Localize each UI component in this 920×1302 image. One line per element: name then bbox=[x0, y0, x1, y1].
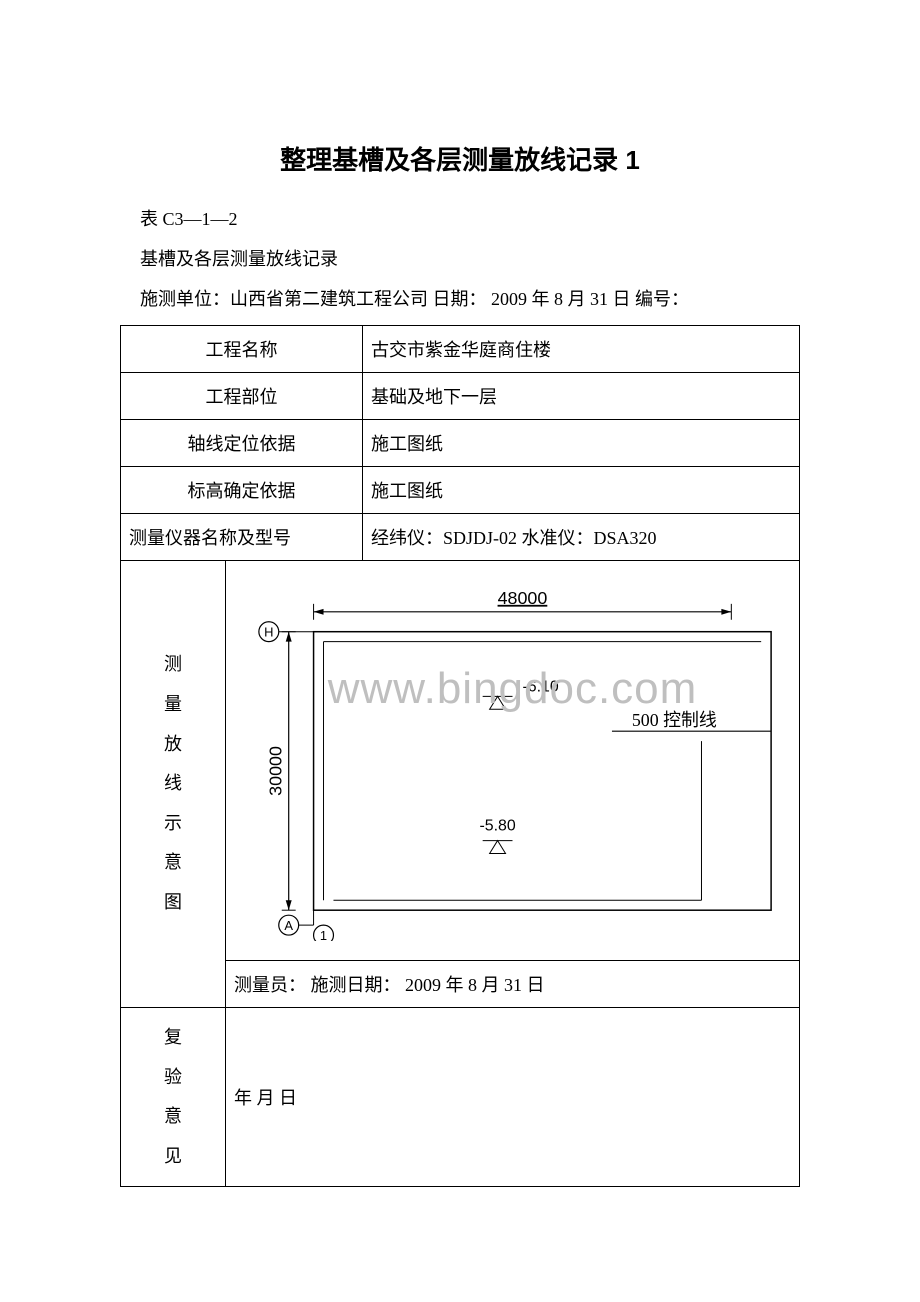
table-code: 表 C3—1—2 bbox=[120, 205, 800, 231]
diagram-label: 测 量 放 线 示 意 图 bbox=[121, 561, 226, 1008]
project-name-label: 工程名称 bbox=[121, 326, 363, 373]
record-table: 工程名称 古交市紫金华庭商住楼 工程部位 基础及地下一层 轴线定位依据 施工图纸… bbox=[120, 325, 800, 1187]
project-part-value: 基础及地下一层 bbox=[363, 373, 800, 420]
review-value: 年 月 日 bbox=[226, 1008, 800, 1187]
table-row: 轴线定位依据 施工图纸 bbox=[121, 420, 800, 467]
table-row: 测 量 放 线 示 意 图 www.bingdoc.com 48000 bbox=[121, 561, 800, 961]
control-line-text: 500 控制线 bbox=[632, 710, 717, 730]
info-line: 施测单位：山西省第二建筑工程公司 日期： 2009 年 8 月 31 日 编号： bbox=[120, 285, 800, 311]
marker-a: A bbox=[284, 918, 293, 933]
instrument-label: 测量仪器名称及型号 bbox=[121, 514, 363, 561]
elev-basis-label: 标高确定依据 bbox=[121, 467, 363, 514]
elev-lower: -5.80 bbox=[479, 817, 515, 834]
table-row: 标高确定依据 施工图纸 bbox=[121, 467, 800, 514]
top-dim-text: 48000 bbox=[498, 587, 548, 607]
axis-basis-value: 施工图纸 bbox=[363, 420, 800, 467]
table-row: 工程部位 基础及地下一层 bbox=[121, 373, 800, 420]
project-part-label: 工程部位 bbox=[121, 373, 363, 420]
marker-h: H bbox=[264, 624, 273, 639]
surveyor-line: 测量员： 施测日期： 2009 年 8 月 31 日 bbox=[226, 961, 800, 1008]
diagram-cell: www.bingdoc.com 48000 bbox=[226, 561, 800, 961]
elev-basis-value: 施工图纸 bbox=[363, 467, 800, 514]
diagram-svg: 48000 30000 H bbox=[234, 581, 791, 941]
review-label: 复 验 意 见 bbox=[121, 1008, 226, 1187]
record-name: 基槽及各层测量放线记录 bbox=[120, 245, 800, 271]
marker-1: 1 bbox=[320, 928, 327, 941]
elev-upper: -6.10 bbox=[522, 678, 558, 695]
table-row: 复 验 意 见 年 月 日 bbox=[121, 1008, 800, 1187]
left-dim-text: 30000 bbox=[266, 746, 286, 796]
project-name-value: 古交市紫金华庭商住楼 bbox=[363, 326, 800, 373]
table-row: 工程名称 古交市紫金华庭商住楼 bbox=[121, 326, 800, 373]
page-title: 整理基槽及各层测量放线记录 1 bbox=[120, 140, 800, 177]
axis-basis-label: 轴线定位依据 bbox=[121, 420, 363, 467]
survey-diagram: www.bingdoc.com 48000 bbox=[234, 581, 791, 941]
instrument-value: 经纬仪：SDJDJ-02 水准仪：DSA320 bbox=[363, 514, 800, 561]
table-row: 测量仪器名称及型号 经纬仪：SDJDJ-02 水准仪：DSA320 bbox=[121, 514, 800, 561]
